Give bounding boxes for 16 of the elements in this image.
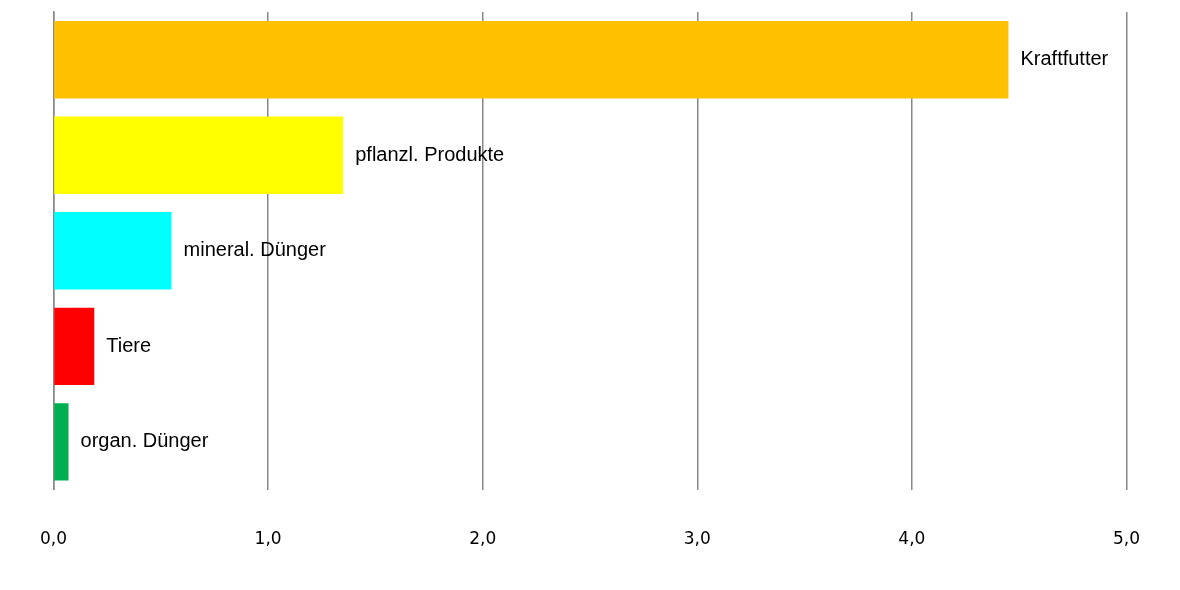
y-tick-label: Kraftfutter xyxy=(1020,47,1109,70)
x-tick-label: 5,0 xyxy=(1112,528,1141,549)
bar xyxy=(54,212,172,290)
y-tick-label: Tiere xyxy=(106,333,152,356)
x-tick-label: 2,0 xyxy=(469,528,497,549)
y-tick-label: mineral. Dünger xyxy=(183,238,327,261)
bar xyxy=(54,116,344,194)
bar xyxy=(54,21,1009,99)
x-tick-label: 3,0 xyxy=(683,528,711,549)
x-tick-label: 0,0 xyxy=(39,528,68,549)
x-tick-label: 1,0 xyxy=(254,528,282,549)
x-tick-label: 4,0 xyxy=(898,528,926,549)
bar xyxy=(54,403,69,481)
bar xyxy=(54,307,95,386)
y-tick-label: pflanzl. Produkte xyxy=(355,142,505,165)
y-tick-label: organ. Dünger xyxy=(80,429,209,452)
